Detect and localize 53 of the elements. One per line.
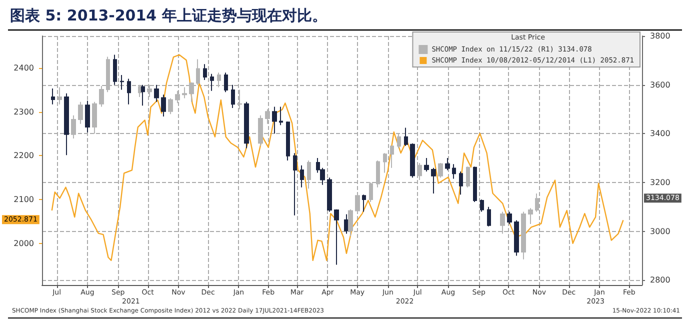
candlestick: [85, 100, 90, 133]
y-tick-label: 2800: [650, 276, 670, 285]
y2-tick-label: 2000: [14, 238, 34, 248]
candlestick: [445, 158, 450, 171]
chart-title: 图表 5: 2013-2014 年上证走势与现在对比。: [10, 6, 327, 24]
candlestick: [203, 64, 207, 80]
y-tick-label: 3000: [650, 226, 670, 236]
candlestick: [196, 58, 200, 86]
y-tick-label: 3800: [650, 32, 670, 40]
candlestick: [487, 206, 491, 227]
y2-tick-label: 2400: [14, 64, 34, 72]
candlestick: [404, 127, 408, 146]
candlestick: [528, 208, 533, 224]
candlestick: [161, 94, 166, 118]
y2-tick-label: 2300: [14, 107, 34, 116]
y2-tick-label: 2100: [14, 195, 34, 204]
candlestick: [141, 84, 145, 106]
candlestick: [168, 98, 173, 115]
candlestick: [210, 73, 214, 92]
y-tick-label: 3400: [650, 129, 670, 138]
candlestick: [334, 208, 339, 266]
candlestick: [127, 78, 131, 105]
candlestick: [293, 152, 297, 216]
candlestick: [78, 101, 83, 124]
y-tick-label: 3600: [650, 80, 670, 90]
candlestick: [480, 199, 484, 212]
candlestick: [300, 164, 304, 188]
candlestick: [279, 106, 283, 126]
candlestick: [182, 86, 187, 99]
candlestick: [507, 211, 512, 224]
candlestick: [452, 164, 456, 180]
candlestick: [514, 220, 519, 256]
candlestick: [244, 101, 249, 149]
y2-tick-label: 2200: [14, 151, 34, 160]
candlestick: [424, 158, 429, 172]
candlestick: [286, 120, 290, 161]
candlestick: [473, 166, 477, 202]
candlestick: [224, 72, 228, 93]
candlestick: [459, 170, 463, 196]
y-tick-label: 3200: [650, 178, 670, 187]
candlestick: [99, 86, 104, 108]
candlestick: [51, 88, 55, 105]
candlestick: [113, 54, 117, 86]
candlestick: [231, 84, 235, 109]
candlestick: [64, 92, 69, 156]
candlestick: [410, 142, 415, 178]
candlestick: [438, 162, 443, 178]
candlestick: [154, 84, 159, 102]
candlestick: [362, 194, 366, 212]
candlestick: [272, 106, 277, 134]
candlestick: [327, 177, 332, 212]
candlestick: [431, 167, 436, 194]
candlestick: [120, 74, 124, 90]
